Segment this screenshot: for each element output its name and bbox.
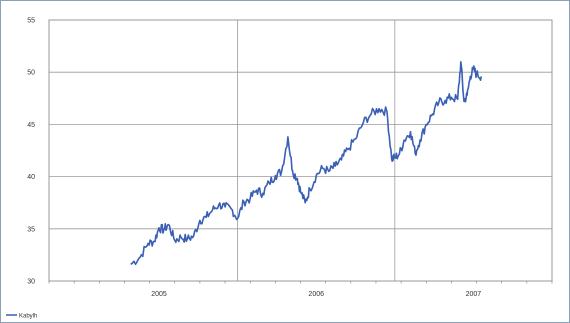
y-tick-label: 50 — [27, 70, 35, 77]
horizontal-grid — [49, 71, 552, 230]
series-line-kabylh — [130, 61, 483, 266]
vertical-grid — [237, 20, 396, 281]
y-tick-label: 45 — [27, 122, 35, 129]
series-group — [130, 61, 483, 266]
legend: Kabylh — [6, 314, 37, 320]
x-axis-ticks: 2005 2006 2007 — [48, 281, 553, 298]
x-tick-label: 2005 — [151, 291, 167, 298]
y-tick-label: 35 — [27, 226, 35, 233]
y-tick-label: 55 — [27, 18, 35, 25]
legend-label: Kabylh — [19, 314, 37, 320]
y-tick-label: 40 — [27, 174, 35, 181]
x-tick-label: 2007 — [466, 291, 482, 298]
plot-area — [48, 19, 553, 282]
y-axis-ticks: 30 35 40 45 50 55 — [27, 18, 35, 286]
x-tick-label: 2006 — [308, 291, 324, 298]
y-tick-label: 30 — [27, 279, 35, 286]
